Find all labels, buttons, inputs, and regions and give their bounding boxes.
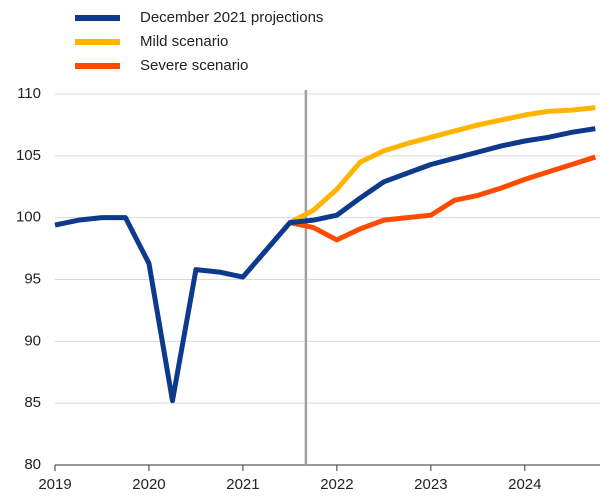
y-tick-label: 110 [17, 85, 41, 102]
series-line [54, 126, 596, 404]
y-tick-label: 105 [16, 147, 41, 164]
series-line [288, 105, 596, 225]
legend-label: December 2021 projections [140, 9, 323, 26]
x-tick-label: 2019 [38, 476, 71, 493]
y-tick-label: 100 [16, 209, 41, 226]
series-line [289, 154, 597, 243]
y-tick-label: 85 [24, 394, 41, 411]
x-tick-label: 2021 [226, 476, 259, 493]
y-tick-label: 80 [24, 456, 41, 473]
y-tick-label: 95 [24, 270, 41, 287]
legend-label: Mild scenario [140, 33, 228, 50]
x-tick-label: 2022 [320, 476, 353, 493]
x-tick-label: 2023 [414, 476, 447, 493]
x-tick-label: 2020 [132, 476, 165, 493]
legend-label: Severe scenario [140, 57, 248, 74]
x-tick-label: 2024 [508, 476, 541, 493]
y-tick-label: 90 [24, 332, 41, 349]
